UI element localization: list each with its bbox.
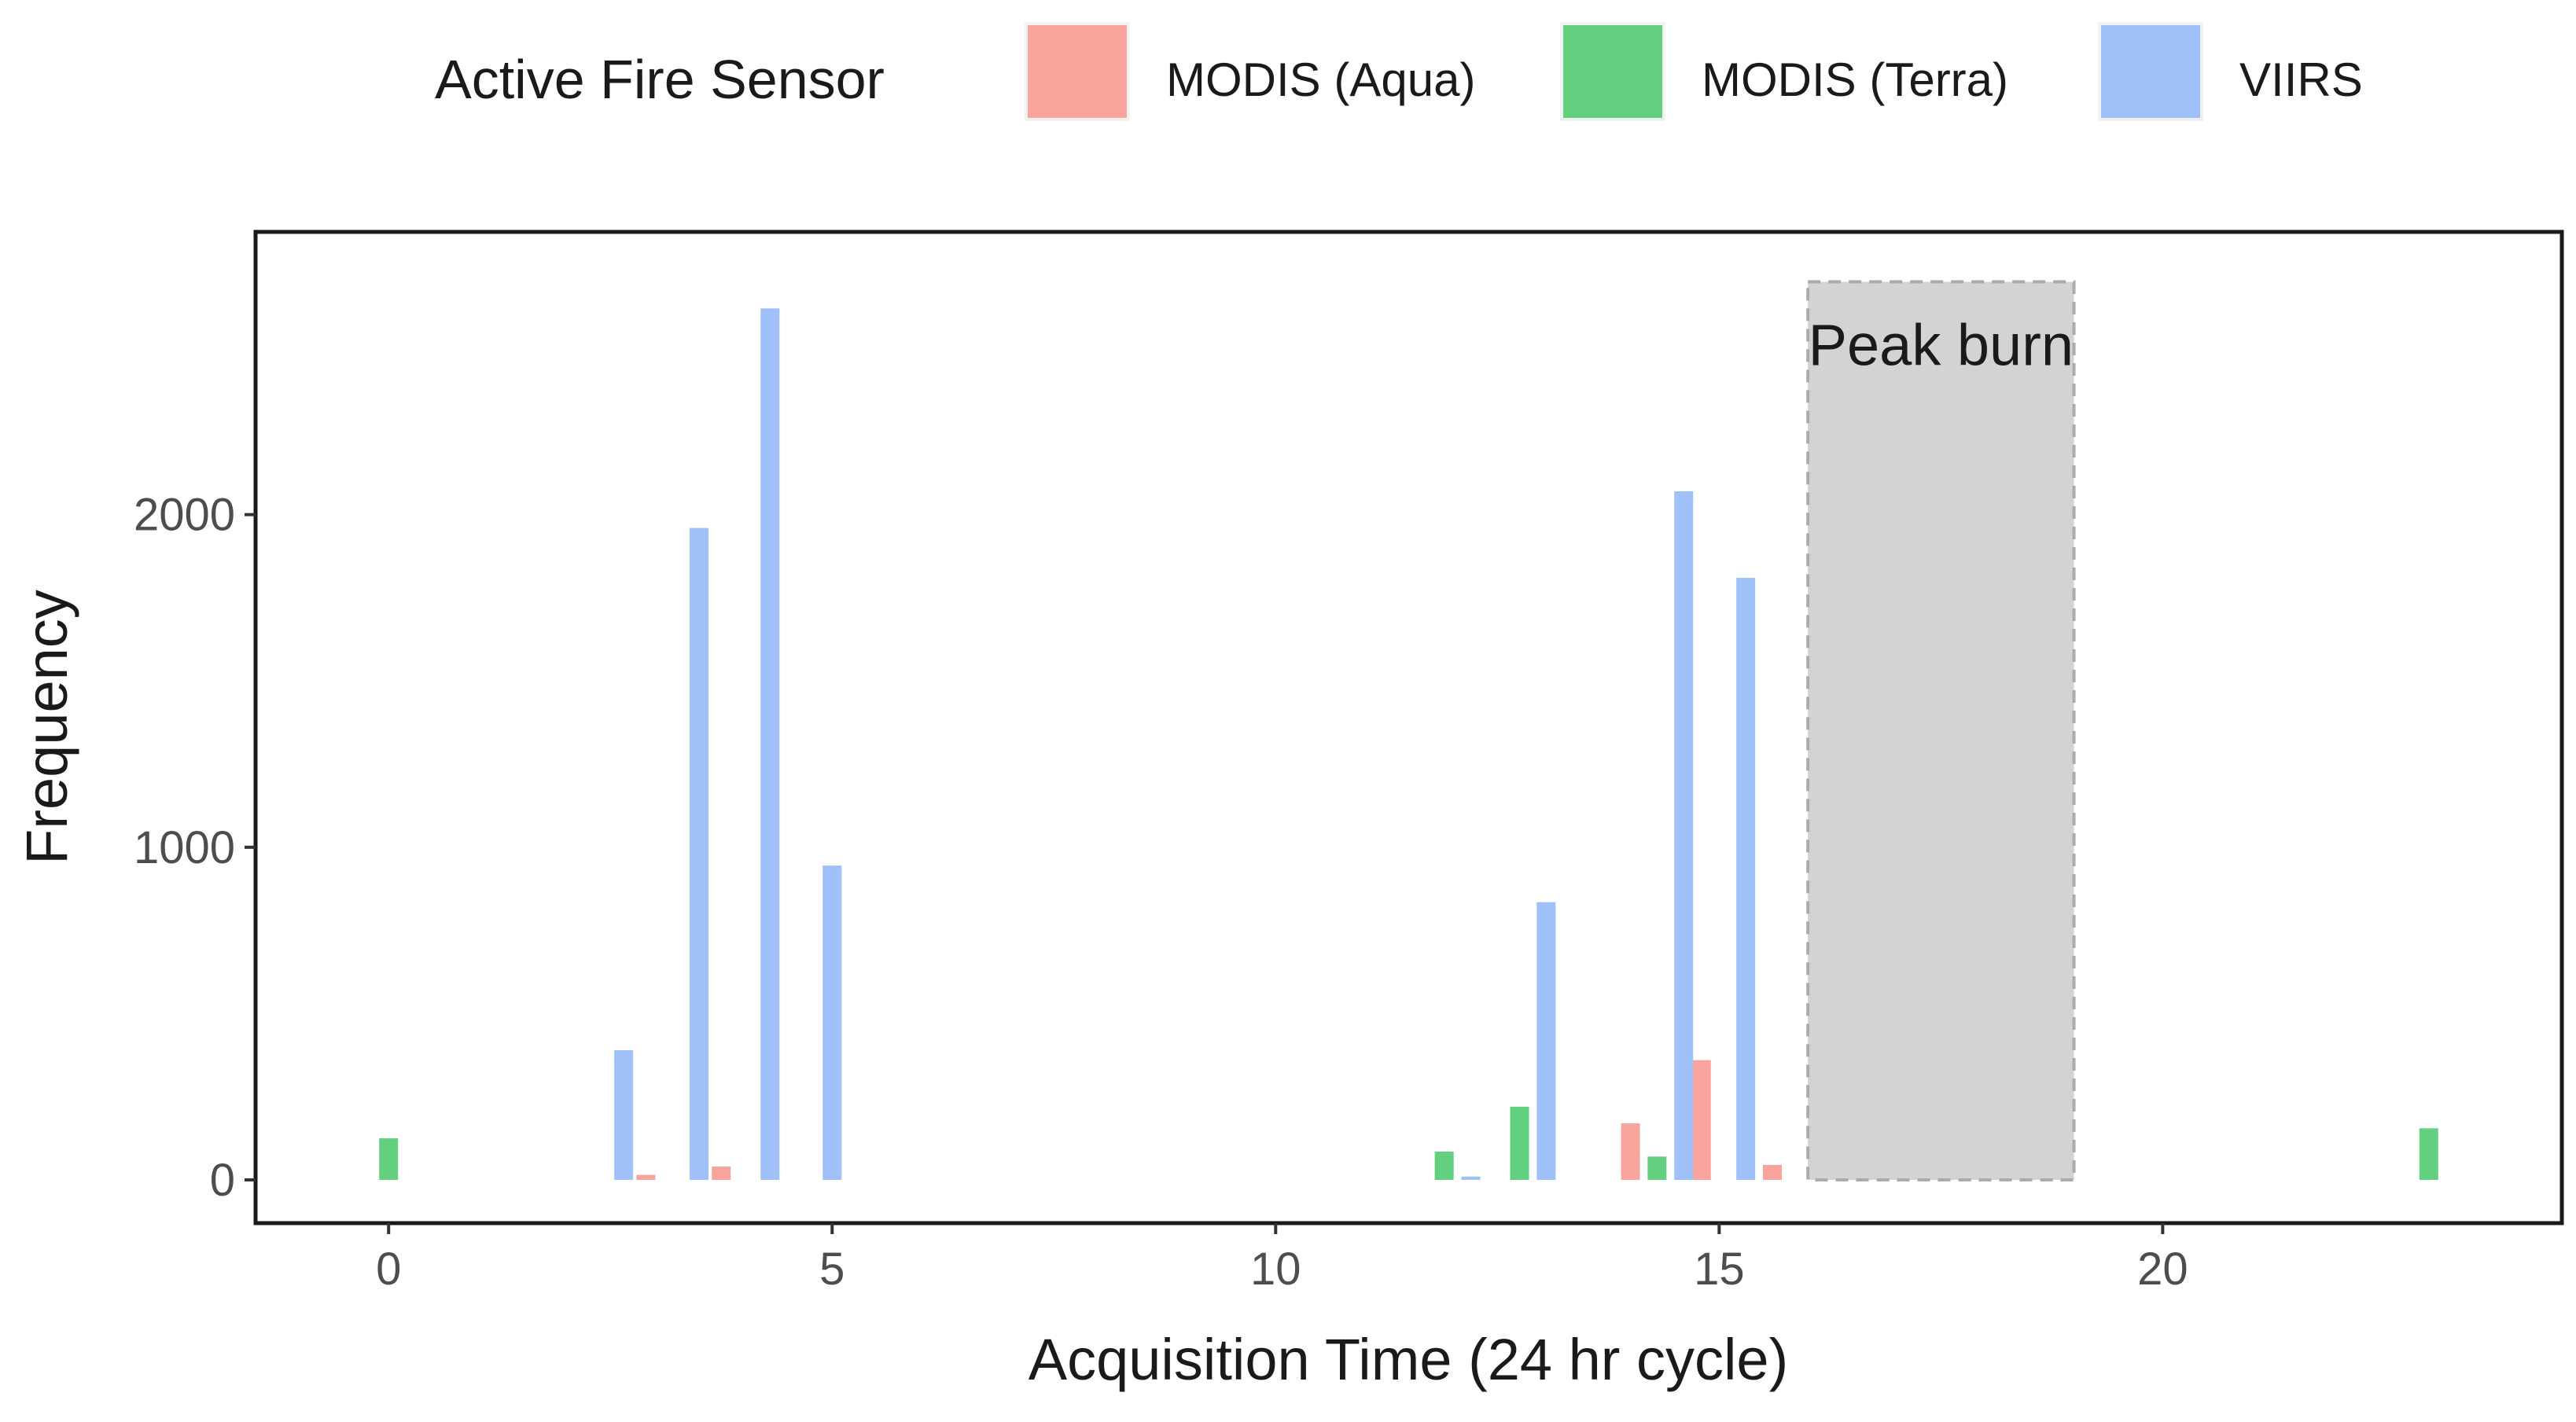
legend-label-modis-aqua: MODIS (Aqua) bbox=[1166, 53, 1475, 106]
bar-modis-terra bbox=[1434, 1152, 1454, 1180]
y-axis: 0 1000 2000 bbox=[134, 490, 256, 1206]
x-tick-label: 20 bbox=[2137, 1244, 2188, 1295]
bar-modis-terra bbox=[379, 1138, 399, 1180]
x-axis-title: Acquisition Time (24 hr cycle) bbox=[1029, 1327, 1788, 1392]
bar-modis-aqua bbox=[1621, 1123, 1640, 1180]
bar-modis-aqua bbox=[712, 1167, 731, 1180]
bar-modis-terra bbox=[2419, 1128, 2438, 1180]
legend-items: MODIS (Aqua) MODIS (Terra) VIIRS bbox=[1025, 22, 2363, 121]
x-tick-label: 5 bbox=[819, 1244, 845, 1295]
bar-modis-aqua bbox=[636, 1174, 656, 1180]
legend-key-modis-aqua bbox=[1028, 25, 1127, 118]
legend: Active Fire Sensor MODIS (Aqua) MODIS (Te… bbox=[435, 22, 2363, 121]
y-tick-label: 1000 bbox=[134, 822, 235, 873]
x-tick-label: 10 bbox=[1250, 1244, 1301, 1295]
bars-layer bbox=[379, 308, 2438, 1180]
bar-viirs bbox=[1536, 902, 1556, 1180]
bar-viirs bbox=[760, 308, 780, 1180]
x-tick-label: 15 bbox=[1694, 1244, 1745, 1295]
plot-area: Peak burn 0 5 10 15 20 0 1000 2000 bbox=[134, 230, 2564, 1295]
legend-key-viirs bbox=[2101, 25, 2200, 118]
peak-burn-region bbox=[1806, 280, 2076, 1181]
legend-label-modis-terra: MODIS (Terra) bbox=[1702, 53, 2008, 106]
bar-modis-terra bbox=[1510, 1106, 1529, 1180]
annotation-layer: Peak burn bbox=[1806, 280, 2076, 1181]
legend-title: Active Fire Sensor bbox=[435, 49, 885, 110]
bar-viirs bbox=[822, 865, 842, 1180]
peak-burn-label: Peak burn bbox=[1809, 312, 2074, 377]
bar-modis-terra bbox=[1647, 1156, 1667, 1180]
bar-viirs bbox=[1736, 578, 1756, 1180]
y-axis-title: Frequency bbox=[14, 590, 79, 865]
y-tick-label: 0 bbox=[210, 1155, 235, 1206]
bar-modis-aqua bbox=[1763, 1164, 1783, 1180]
legend-label-viirs: VIIRS bbox=[2239, 53, 2363, 106]
x-tick-label: 0 bbox=[376, 1244, 401, 1295]
bar-viirs bbox=[1461, 1176, 1481, 1180]
plot-border bbox=[253, 230, 2564, 1225]
bar-viirs bbox=[690, 527, 709, 1180]
bar-viirs bbox=[614, 1049, 634, 1180]
x-axis: 0 5 10 15 20 bbox=[376, 1223, 2188, 1295]
bar-viirs bbox=[1674, 491, 1694, 1180]
legend-key-modis-terra bbox=[1563, 25, 1662, 118]
bar-modis-aqua bbox=[1691, 1060, 1711, 1180]
y-tick-label: 2000 bbox=[134, 490, 235, 541]
